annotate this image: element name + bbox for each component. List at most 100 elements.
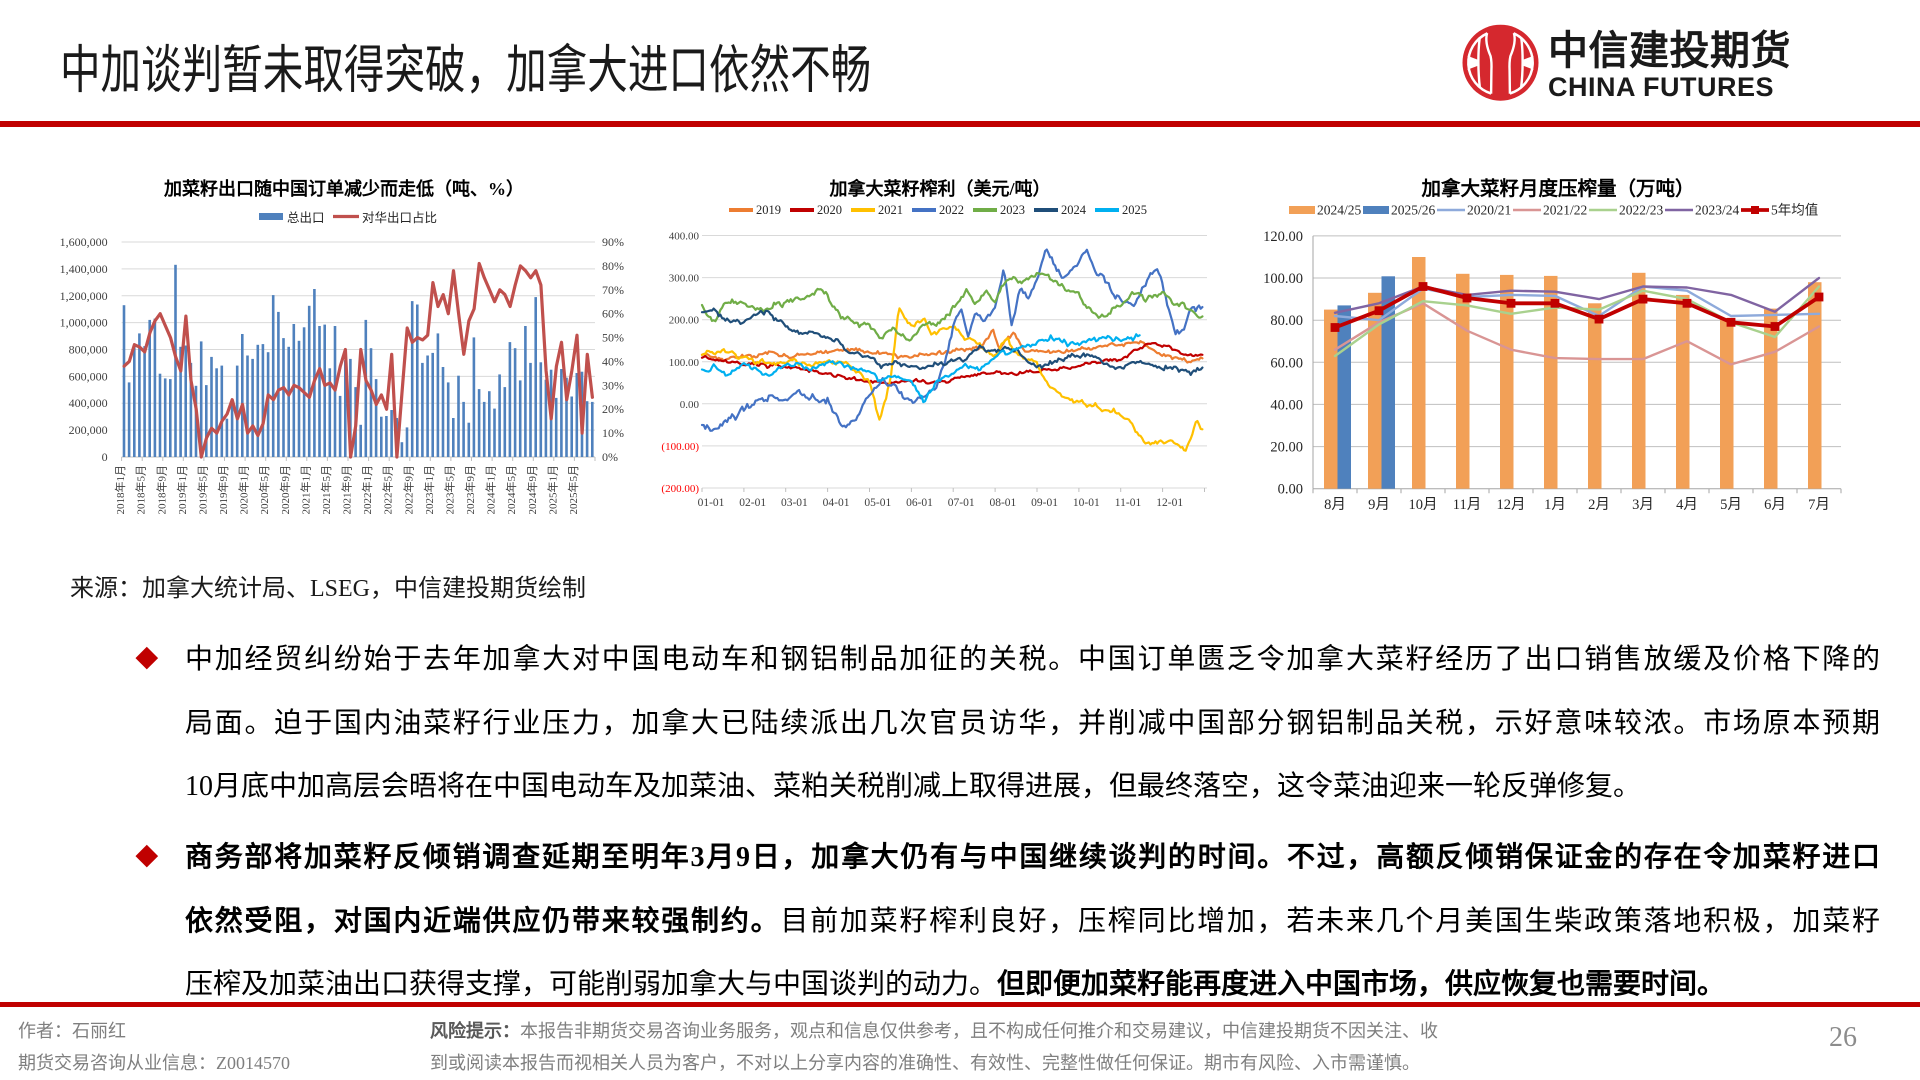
svg-text:2022: 2022 <box>939 203 964 217</box>
svg-text:10%: 10% <box>602 426 624 440</box>
svg-text:30%: 30% <box>602 378 624 392</box>
svg-text:2025年5月: 2025年5月 <box>566 465 580 515</box>
svg-text:800,000: 800,000 <box>69 343 108 357</box>
svg-text:2018年5月: 2018年5月 <box>134 465 148 515</box>
svg-text:2023年9月: 2023年9月 <box>463 465 477 515</box>
svg-text:中信建投期货: 中信建投期货 <box>1548 29 1791 73</box>
svg-text:对华出口占比: 对华出口占比 <box>362 210 437 225</box>
svg-text:加拿大菜籽榨利（美元/吨）: 加拿大菜籽榨利（美元/吨） <box>829 178 1051 199</box>
svg-text:5月: 5月 <box>1720 497 1742 513</box>
svg-text:120.00: 120.00 <box>1263 229 1303 245</box>
svg-text:40.00: 40.00 <box>1270 397 1303 413</box>
svg-text:2024年1月: 2024年1月 <box>484 465 498 515</box>
svg-text:2023年1月: 2023年1月 <box>422 465 436 515</box>
svg-text:3月: 3月 <box>1632 497 1654 513</box>
svg-text:400.00: 400.00 <box>669 231 700 243</box>
svg-text:2023: 2023 <box>1000 203 1025 217</box>
svg-text:1月: 1月 <box>1544 497 1566 513</box>
svg-text:2021/22: 2021/22 <box>1543 203 1587 218</box>
svg-text:50%: 50% <box>602 331 624 345</box>
svg-text:2024年5月: 2024年5月 <box>504 465 518 515</box>
svg-text:0: 0 <box>102 450 108 464</box>
svg-text:2020年5月: 2020年5月 <box>257 465 271 515</box>
svg-text:2022/23: 2022/23 <box>1619 203 1664 218</box>
svg-text:09-01: 09-01 <box>1031 497 1058 509</box>
svg-text:11月: 11月 <box>1453 497 1481 513</box>
svg-text:2023/24: 2023/24 <box>1695 203 1740 218</box>
svg-text:(200.00): (200.00) <box>661 483 699 495</box>
svg-text:60.00: 60.00 <box>1270 355 1303 371</box>
svg-text:200.00: 200.00 <box>669 315 700 327</box>
svg-text:100.00: 100.00 <box>669 357 700 369</box>
svg-text:100.00: 100.00 <box>1263 271 1303 287</box>
svg-text:6月: 6月 <box>1764 497 1786 513</box>
svg-text:8月: 8月 <box>1324 497 1346 513</box>
svg-text:02-01: 02-01 <box>739 497 766 509</box>
svg-text:0%: 0% <box>602 450 618 464</box>
svg-text:1,600,000: 1,600,000 <box>60 235 108 249</box>
svg-text:2024年9月: 2024年9月 <box>525 465 539 515</box>
svg-text:2020/21: 2020/21 <box>1467 203 1511 218</box>
svg-text:1,000,000: 1,000,000 <box>60 316 108 330</box>
svg-text:80%: 80% <box>602 259 624 273</box>
svg-text:12月: 12月 <box>1497 497 1526 513</box>
svg-text:2022年1月: 2022年1月 <box>360 465 374 515</box>
svg-text:60%: 60% <box>602 307 624 321</box>
svg-text:2020年9月: 2020年9月 <box>278 465 292 515</box>
svg-text:2024/25: 2024/25 <box>1317 203 1362 218</box>
svg-text:11-01: 11-01 <box>1115 497 1142 509</box>
svg-text:05-01: 05-01 <box>864 497 891 509</box>
svg-text:2025年1月: 2025年1月 <box>545 465 559 514</box>
svg-text:2021: 2021 <box>878 203 903 217</box>
svg-text:加拿大菜籽月度压榨量（万吨）: 加拿大菜籽月度压榨量（万吨） <box>1420 177 1694 200</box>
svg-text:200,000: 200,000 <box>69 423 108 437</box>
svg-text:06-01: 06-01 <box>906 497 933 509</box>
svg-text:10-01: 10-01 <box>1073 497 1100 509</box>
svg-text:2018年1月: 2018年1月 <box>113 465 127 515</box>
svg-text:70%: 70% <box>602 283 624 297</box>
svg-text:600,000: 600,000 <box>69 369 108 383</box>
svg-text:2025: 2025 <box>1122 203 1147 217</box>
svg-text:08-01: 08-01 <box>989 497 1016 509</box>
svg-text:400,000: 400,000 <box>69 396 108 410</box>
svg-text:20%: 20% <box>602 402 624 416</box>
svg-text:1,200,000: 1,200,000 <box>60 289 108 303</box>
svg-text:2019年9月: 2019年9月 <box>216 465 230 515</box>
svg-text:10月: 10月 <box>1409 497 1438 513</box>
svg-text:(100.00): (100.00) <box>661 441 699 453</box>
svg-text:5年均值: 5年均值 <box>1771 203 1818 218</box>
svg-text:2024: 2024 <box>1061 203 1087 217</box>
svg-text:2018年9月: 2018年9月 <box>154 465 168 515</box>
svg-text:总出口: 总出口 <box>287 211 325 225</box>
svg-text:2020年1月: 2020年1月 <box>237 465 251 515</box>
svg-text:80.00: 80.00 <box>1270 313 1303 329</box>
svg-text:2020: 2020 <box>817 203 842 217</box>
svg-text:2021年9月: 2021年9月 <box>340 465 354 515</box>
svg-text:加菜籽出口随中国订单减少而走低（吨、%）: 加菜籽出口随中国订单减少而走低（吨、%） <box>163 178 524 199</box>
svg-text:2月: 2月 <box>1588 497 1610 513</box>
svg-text:7月: 7月 <box>1808 497 1830 513</box>
svg-text:40%: 40% <box>602 354 624 368</box>
svg-text:04-01: 04-01 <box>823 497 850 509</box>
svg-text:01-01: 01-01 <box>698 497 725 509</box>
svg-text:0.00: 0.00 <box>680 399 700 411</box>
svg-text:2019年5月: 2019年5月 <box>196 465 210 515</box>
svg-text:0.00: 0.00 <box>1278 482 1303 498</box>
svg-text:07-01: 07-01 <box>948 497 975 509</box>
svg-text:2021年5月: 2021年5月 <box>319 465 333 515</box>
svg-text:2022年9月: 2022年9月 <box>401 465 415 515</box>
svg-text:2021年1月: 2021年1月 <box>298 465 312 515</box>
svg-text:12-01: 12-01 <box>1156 497 1183 509</box>
svg-text:2022年5月: 2022年5月 <box>381 465 395 515</box>
svg-text:2025/26: 2025/26 <box>1391 203 1436 218</box>
svg-text:9月: 9月 <box>1368 497 1390 513</box>
svg-text:300.00: 300.00 <box>669 273 700 285</box>
svg-text:CHINA FUTURES: CHINA FUTURES <box>1548 72 1774 102</box>
svg-text:03-01: 03-01 <box>781 497 808 509</box>
svg-text:4月: 4月 <box>1676 497 1698 513</box>
svg-text:90%: 90% <box>602 235 624 249</box>
svg-text:2019年1月: 2019年1月 <box>175 465 189 515</box>
svg-text:20.00: 20.00 <box>1270 440 1303 456</box>
svg-text:2019: 2019 <box>756 203 781 217</box>
svg-text:1,400,000: 1,400,000 <box>60 262 108 276</box>
